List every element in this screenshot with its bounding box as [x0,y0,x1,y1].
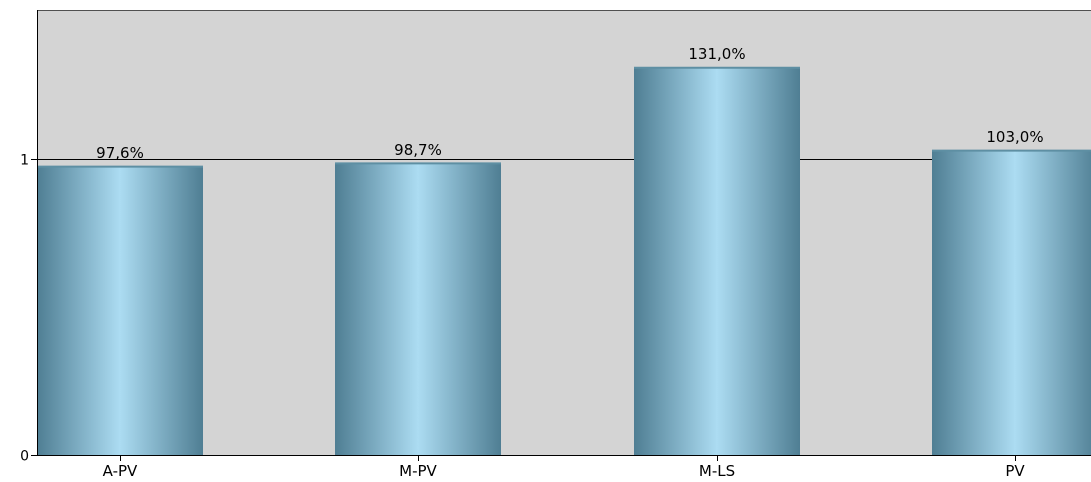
axes: 01 [20,10,1091,465]
plot-area [37,10,1091,455]
bars [37,66,1091,456]
bar-pv [932,150,1091,455]
data-label-a-pv: 97,6% [96,144,144,162]
x-tick-label-a-pv: A-PV [103,462,138,480]
data-label-pv: 103,0% [986,128,1043,146]
data-label-m-pv: 98,7% [394,141,442,159]
x-tick-label-m-ls: M-LS [699,462,735,480]
bar-m-pv [335,162,501,455]
bar-m-ls [634,67,800,456]
y-tick-label-0: 0 [20,449,29,465]
x-tick-label-pv: PV [1005,462,1025,480]
y-tick-label-1: 1 [20,153,29,169]
bar-a-pv [37,166,203,455]
x-tick-label-m-pv: M-PV [399,462,437,480]
data-label-m-ls: 131,0% [688,45,745,63]
labels: 97,6% A-PV 98,7% M-PV 131,0% M-LS 103,0% PV [96,45,1043,480]
